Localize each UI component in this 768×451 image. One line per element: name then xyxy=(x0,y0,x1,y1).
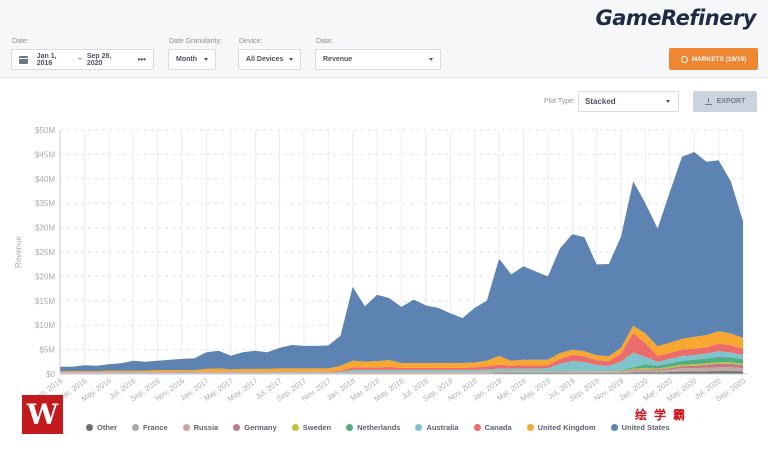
markets-button-label: MARKETS (19/19) xyxy=(691,55,747,63)
globe-icon xyxy=(680,55,688,63)
legend-item-russia[interactable]: Russia xyxy=(182,423,219,432)
watermark-text: 绘学霸 xyxy=(635,408,693,422)
legend-item-sweden[interactable]: Sweden xyxy=(291,423,332,432)
data-label: Data: xyxy=(316,38,333,45)
date-range-picker[interactable]: Jan 1, 2016 – Sep 28, 2020 ••• xyxy=(11,49,154,70)
chevron-down-icon xyxy=(289,58,293,61)
date-start: Jan 1, 2016 xyxy=(36,52,57,67)
y-axis: $0 $5M $10M $15M $20M $25M $30M $35M $40M $45M $50… xyxy=(35,126,748,379)
legend-item-germany[interactable]: Germany xyxy=(233,423,277,432)
download-icon xyxy=(704,98,712,105)
legend-swatch xyxy=(182,424,190,431)
legend-swatch xyxy=(610,424,618,431)
filter-bar: GameRefinery Date: Jan 1, 2016 – Sep 28,… xyxy=(0,0,768,78)
legend-swatch xyxy=(291,424,299,431)
legend-item-united-kingdom[interactable]: United Kingdom xyxy=(526,423,596,432)
legend-label: United States xyxy=(621,423,670,432)
date-label: Date: xyxy=(12,38,29,45)
y-tick-label: $40M xyxy=(35,175,55,184)
data-value: Revenue xyxy=(323,56,353,63)
chart-areas xyxy=(60,152,743,374)
legend-swatch xyxy=(526,424,534,431)
legend-item-netherlands[interactable]: Netherlands xyxy=(346,423,400,432)
legend-item-other[interactable]: Other xyxy=(86,423,117,432)
legend-swatch xyxy=(415,424,423,431)
legend-label: Other xyxy=(97,423,118,432)
gamerefinery-logo[interactable]: GameRefinery xyxy=(595,6,757,30)
y-tick-label: $45M xyxy=(35,150,55,159)
data-select[interactable]: Revenue xyxy=(315,49,441,70)
export-button-label: EXPORT xyxy=(716,98,746,105)
plot-type-label: Plot Type: xyxy=(544,98,576,105)
legend-swatch xyxy=(473,424,481,431)
y-tick-label: $50M xyxy=(35,126,55,135)
granularity-value: Month xyxy=(176,56,197,63)
legend-label: Russia xyxy=(193,423,219,432)
y-tick-label: $35M xyxy=(35,199,55,208)
area-france[interactable] xyxy=(60,369,743,374)
chevron-down-icon xyxy=(666,100,670,103)
legend-item-france[interactable]: France xyxy=(132,423,168,432)
legend-swatch xyxy=(86,424,93,431)
legend-label: Netherlands xyxy=(357,423,401,432)
area-united-states[interactable] xyxy=(60,152,743,372)
y-tick-label: $25M xyxy=(35,248,55,257)
y-tick-label: $20M xyxy=(35,272,55,281)
granularity-label: Date Granularity: xyxy=(169,38,222,45)
legend-label: Australia xyxy=(426,423,459,432)
device-value: All Devices xyxy=(246,56,284,63)
area-australia[interactable] xyxy=(60,351,743,373)
legend-swatch xyxy=(346,424,354,431)
plot-type-select[interactable]: Stacked xyxy=(578,91,679,112)
legend-label: France xyxy=(143,423,168,432)
y-tick-label: $15M xyxy=(35,297,55,306)
legend-swatch xyxy=(132,424,140,431)
y-axis-title: Revenue xyxy=(14,235,23,268)
date-end: Sep 28, 2020 xyxy=(86,52,112,67)
plot-type-value: Stacked xyxy=(585,97,616,106)
legend-label: Sweden xyxy=(302,423,332,432)
legend-item-united-states[interactable]: United States xyxy=(610,423,670,432)
legend-label: United Kingdom xyxy=(537,423,596,432)
more-options-icon[interactable]: ••• xyxy=(137,55,146,64)
chevron-down-icon xyxy=(204,58,208,61)
legend-swatch xyxy=(233,424,241,431)
legend-item-canada[interactable]: Canada xyxy=(473,423,512,432)
watermark-logo: W xyxy=(22,395,63,434)
area-other[interactable] xyxy=(60,371,743,374)
legend-label: Canada xyxy=(484,423,512,432)
y-tick-label: $30M xyxy=(35,224,55,233)
calendar-icon xyxy=(19,55,28,64)
date-separator: – xyxy=(77,56,82,63)
legend-label: Germany xyxy=(244,423,277,432)
y-tick-label: $5M xyxy=(39,346,55,355)
markets-button[interactable]: MARKETS (19/19) xyxy=(669,48,758,70)
export-button[interactable]: EXPORT xyxy=(693,91,757,112)
y-tick-label: $10M xyxy=(35,321,55,330)
chevron-down-icon xyxy=(429,58,433,61)
y-tick-label: $0 xyxy=(46,370,55,379)
revenue-chart: $0 $5M $10M $15M $20M $25M $30M $35M $40M $45M $50… xyxy=(14,126,748,403)
device-label: Device: xyxy=(239,38,263,45)
device-select[interactable]: All Devices xyxy=(238,49,301,70)
granularity-select[interactable]: Month xyxy=(168,49,216,70)
legend-item-australia[interactable]: Australia xyxy=(415,423,459,432)
chart-legend: Other France Russia Germany Sweden Netherland… xyxy=(86,423,670,432)
